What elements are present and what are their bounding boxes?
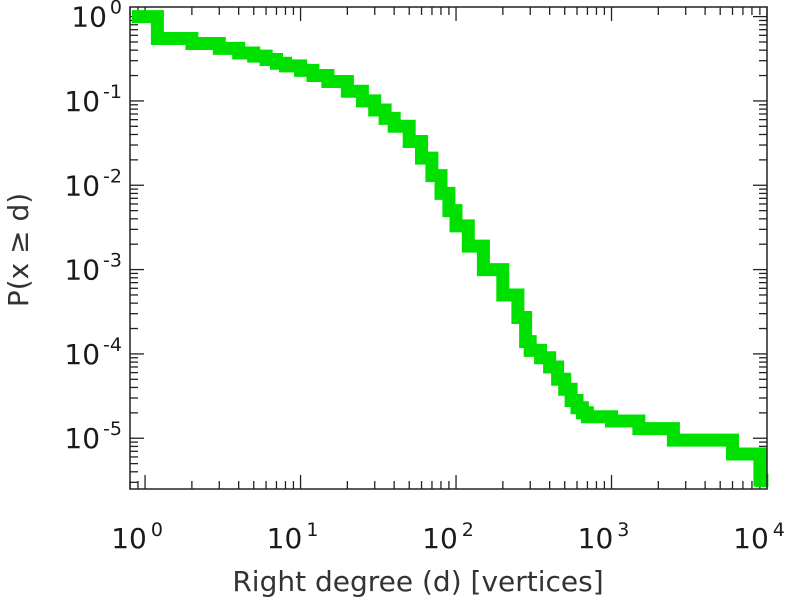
data-point — [294, 64, 307, 77]
data-point — [462, 240, 475, 253]
ccdf-series-line — [132, 10, 769, 487]
y-tick-label: 10 -3 — [64, 250, 122, 287]
x-tick-label: 10 4 — [733, 519, 785, 555]
data-point — [496, 289, 509, 301]
data-point — [558, 383, 571, 396]
data-point — [524, 344, 537, 357]
data-point — [247, 50, 260, 63]
data-point — [388, 120, 401, 133]
x-axis-title: Right degree (d) [vertices] — [232, 565, 603, 598]
minor-ticks — [129, 7, 767, 489]
x-tick-label: 10 1 — [267, 519, 319, 555]
data-point — [442, 204, 455, 217]
y-tick-label: 10 0 — [71, 0, 122, 34]
x-tick-label: 10 0 — [111, 519, 163, 555]
data-point — [477, 263, 490, 276]
data-point — [551, 373, 564, 386]
data-point — [543, 361, 556, 373]
data-point — [356, 94, 369, 107]
data-point — [450, 219, 462, 232]
data-point — [270, 57, 283, 70]
data-point — [632, 422, 645, 435]
data-point — [667, 434, 680, 447]
data-point — [415, 152, 428, 165]
data-point — [726, 448, 739, 460]
x-tick-label: 10 2 — [422, 519, 474, 555]
data-point — [306, 69, 319, 82]
data-point — [213, 42, 226, 55]
data-point — [185, 37, 198, 50]
data-point — [260, 53, 273, 66]
data-point — [435, 187, 447, 200]
data-point — [511, 311, 524, 324]
data-point — [403, 135, 416, 148]
data-point — [279, 59, 292, 72]
x-tick-labels: 10 0 10 1 10 2 10 3 10 4 — [111, 519, 785, 555]
data-point — [753, 474, 766, 486]
x-tick-label: 10 3 — [578, 519, 630, 555]
plot-frame — [129, 6, 768, 490]
data-point — [534, 351, 547, 364]
data-point — [321, 75, 334, 88]
y-axis-title: P(x ≥ d) — [2, 193, 35, 307]
data-point — [379, 112, 392, 125]
data-point — [368, 104, 381, 116]
data-point — [341, 85, 354, 98]
y-tick-label: 10 -1 — [64, 81, 122, 118]
data-point — [425, 169, 438, 182]
data-point — [581, 410, 594, 423]
y-tick-label: 10 -2 — [64, 165, 122, 202]
data-point — [605, 415, 618, 427]
y-tick-label: 10 -5 — [64, 418, 122, 455]
y-tick-label: 10 -4 — [64, 334, 122, 371]
series-layer — [132, 10, 769, 487]
data-point — [151, 32, 164, 45]
data-point — [232, 47, 245, 59]
major-ticks — [130, 7, 768, 489]
data-point — [139, 10, 152, 23]
